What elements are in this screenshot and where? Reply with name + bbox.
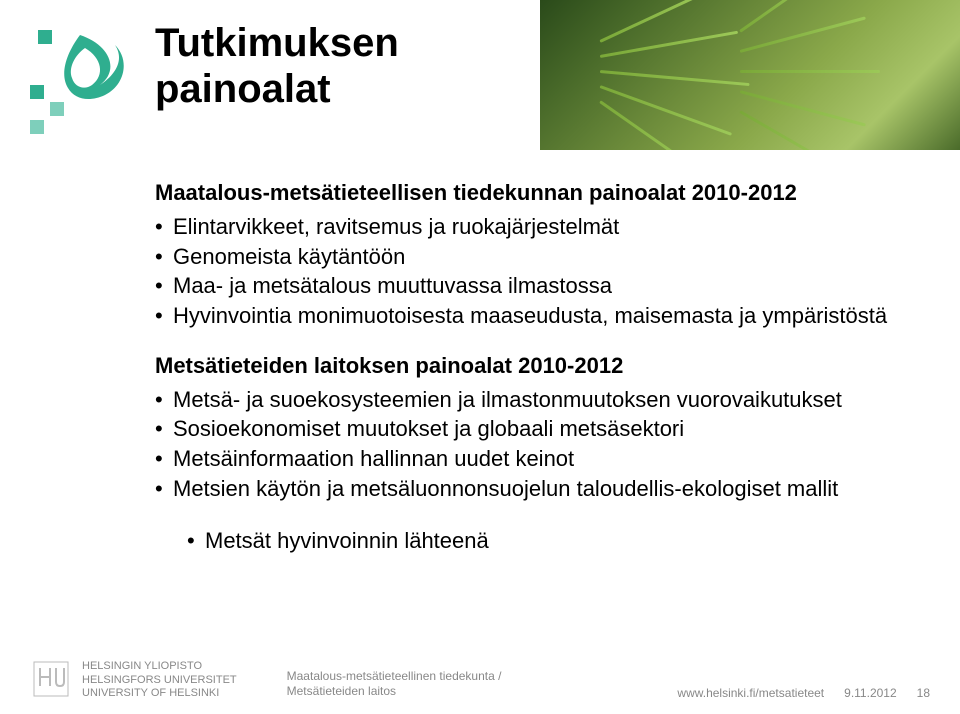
- footer-dept-line2: Metsätieteiden laitos: [287, 684, 502, 700]
- footer-dept-line1: Maatalous-metsätieteellinen tiedekunta /: [287, 669, 502, 685]
- title-line2: painoalat: [155, 66, 399, 112]
- footer-uni-sv: HELSINGFORS UNIVERSITET: [82, 674, 237, 687]
- footer-right: www.helsinki.fi/metsatieteet 9.11.2012 1…: [677, 686, 930, 700]
- section2-heading: Metsätieteiden laitoksen painoalat 2010-…: [155, 353, 900, 379]
- footer-uni-fi: HELSINGIN YLIOPISTO: [82, 660, 237, 673]
- list-item: Metsäinformaation hallinnan uudet keinot: [155, 444, 900, 474]
- hero-photo: [540, 0, 960, 150]
- section1-heading: Maatalous-metsätieteellisen tiedekunnan …: [155, 180, 900, 206]
- footer-date: 9.11.2012: [844, 686, 897, 700]
- footer-page: 18: [917, 686, 930, 700]
- footer-url: www.helsinki.fi/metsatieteet: [677, 686, 824, 700]
- list-item: Sosioekonomiset muutokset ja globaali me…: [155, 414, 900, 444]
- list-item: Genomeista käytäntöön: [155, 242, 900, 272]
- list-item: Hyvinvointia monimuotoisesta maaseudusta…: [155, 301, 900, 331]
- footer: HELSINGIN YLIOPISTO HELSINGFORS UNIVERSI…: [30, 658, 930, 700]
- section2-sublist: Metsät hyvinvoinnin lähteenä: [187, 526, 900, 556]
- content-area: Maatalous-metsätieteellisen tiedekunnan …: [155, 180, 900, 555]
- list-item: Elintarvikkeet, ravitsemus ja ruokajärje…: [155, 212, 900, 242]
- flame-logo: [30, 30, 140, 140]
- title-line1: Tutkimuksen: [155, 20, 399, 66]
- list-item: Metsät hyvinvoinnin lähteenä: [187, 526, 900, 556]
- list-item: Maa- ja metsätalous muuttuvassa ilmastos…: [155, 271, 900, 301]
- list-item: Metsien käytön ja metsäluonnonsuojelun t…: [155, 474, 900, 504]
- footer-department: Maatalous-metsätieteellinen tiedekunta /…: [287, 669, 502, 700]
- university-seal-icon: [30, 658, 72, 700]
- section1-list: Elintarvikkeet, ravitsemus ja ruokajärje…: [155, 212, 900, 331]
- footer-university: HELSINGIN YLIOPISTO HELSINGFORS UNIVERSI…: [82, 660, 237, 700]
- section2-list: Metsä- ja suoekosysteemien ja ilmastonmu…: [155, 385, 900, 504]
- footer-uni-en: UNIVERSITY OF HELSINKI: [82, 687, 237, 700]
- list-item: Metsä- ja suoekosysteemien ja ilmastonmu…: [155, 385, 900, 415]
- page-title: Tutkimuksen painoalat: [155, 20, 399, 112]
